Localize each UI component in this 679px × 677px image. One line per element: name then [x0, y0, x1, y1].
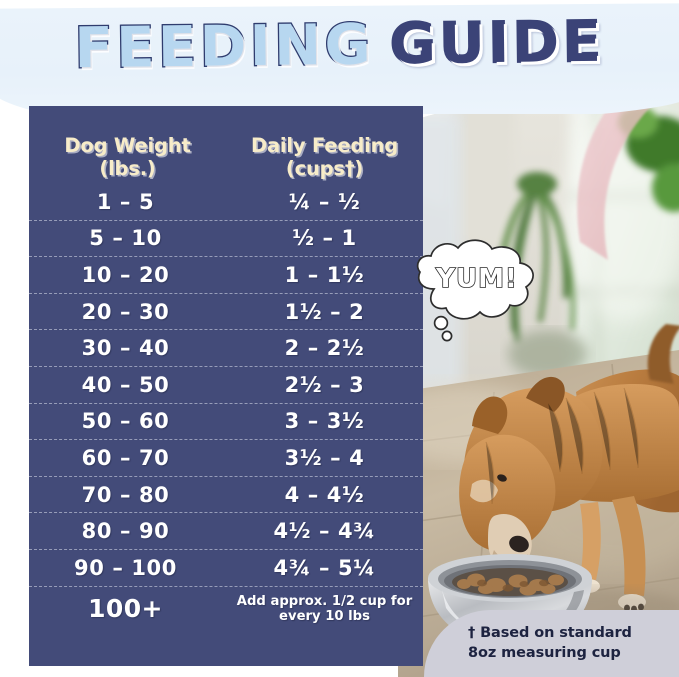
column-header-dog-weight-line2: (lbs.)	[99, 157, 156, 180]
cell-dog-weight: 70 – 80	[81, 482, 170, 507]
table-row: 90 – 100 4¾ – 5¼	[29, 550, 423, 587]
header-banner: FEEDING GUIDE	[0, 0, 679, 114]
footnote-chip: † Based on standard 8oz measuring cup	[424, 610, 679, 677]
feeding-table: Dog Weight (lbs.) Daily Feeding (cups†) …	[29, 106, 423, 631]
cell-daily-feeding: 4¾ – 5¼	[273, 555, 376, 580]
cell-daily-feeding: ¼ – ½	[288, 189, 361, 214]
table-row-overflow: 100+ Add approx. 1/2 cup for every 10 lb…	[29, 587, 423, 631]
table-row: 1 – 5 ¼ – ½	[29, 184, 423, 221]
column-header-dog-weight: Dog Weight (lbs.)	[29, 134, 226, 180]
page-title-word-guide: GUIDE	[388, 9, 605, 79]
column-header-dog-weight-line1: Dog Weight	[64, 134, 191, 157]
yum-thought-bubble: YUM!	[412, 237, 542, 345]
column-header-daily-feeding-line1: Daily Feeding	[250, 134, 399, 157]
dog-eating-photo	[398, 92, 679, 677]
footnote-text: † Based on standard 8oz measuring cup	[468, 624, 632, 663]
cell-dog-weight: 60 – 70	[81, 445, 170, 470]
table-row: 50 – 60 3 – 3½	[29, 404, 423, 441]
table-row: 40 – 50 2½ – 3	[29, 367, 423, 404]
column-header-daily-feeding: Daily Feeding (cups†)	[226, 134, 423, 180]
cell-dog-weight: 40 – 50	[81, 372, 170, 397]
table-row: 5 – 10 ½ – 1	[29, 221, 423, 258]
table-row: 10 – 20 1 – 1½	[29, 257, 423, 294]
cell-daily-feeding: 1½ – 2	[284, 299, 365, 324]
cell-daily-feeding: 2 – 2½	[284, 336, 365, 361]
table-row: 60 – 70 3½ – 4	[29, 440, 423, 477]
cell-dog-weight-max: 100+	[88, 594, 163, 624]
cell-dog-weight: 80 – 90	[81, 519, 170, 544]
cell-overflow-note: Add approx. 1/2 cup for every 10 lbs	[236, 593, 413, 624]
cell-daily-feeding: 3 – 3½	[284, 409, 365, 434]
footnote-line-1: † Based on standard	[468, 625, 632, 641]
cell-dog-weight: 20 – 30	[81, 299, 170, 324]
cell-dog-weight: 10 – 20	[81, 262, 170, 287]
cell-daily-feeding: 2½ – 3	[284, 372, 365, 397]
cell-daily-feeding: 1 – 1½	[284, 262, 365, 287]
footnote-line-2: 8oz measuring cup	[468, 644, 621, 661]
page-title: FEEDING GUIDE	[0, 9, 679, 83]
cell-dog-weight: 30 – 40	[81, 336, 170, 361]
cell-daily-feeding: ½ – 1	[292, 226, 357, 251]
table-header-row: Dog Weight (lbs.) Daily Feeding (cups†)	[29, 106, 423, 184]
feeding-table-panel: Dog Weight (lbs.) Daily Feeding (cups†) …	[29, 106, 423, 666]
cell-daily-feeding: 4 – 4½	[284, 482, 365, 507]
table-row: 30 – 40 2 – 2½	[29, 330, 423, 367]
cell-daily-feeding: 3½ – 4	[284, 445, 365, 470]
cell-dog-weight: 1 – 5	[96, 189, 155, 214]
cell-dog-weight: 90 – 100	[74, 555, 177, 580]
cell-dog-weight: 50 – 60	[81, 409, 170, 434]
yum-bubble-text: YUM!	[435, 264, 518, 294]
page-title-word-feeding: FEEDING	[73, 11, 376, 82]
cell-daily-feeding: 4½ – 4¾	[273, 519, 376, 544]
table-row: 80 – 90 4½ – 4¾	[29, 513, 423, 550]
cell-dog-weight: 5 – 10	[89, 226, 162, 251]
table-row: 70 – 80 4 – 4½	[29, 477, 423, 514]
column-header-daily-feeding-line2: (cups†)	[285, 157, 364, 180]
table-row: 20 – 30 1½ – 2	[29, 294, 423, 331]
